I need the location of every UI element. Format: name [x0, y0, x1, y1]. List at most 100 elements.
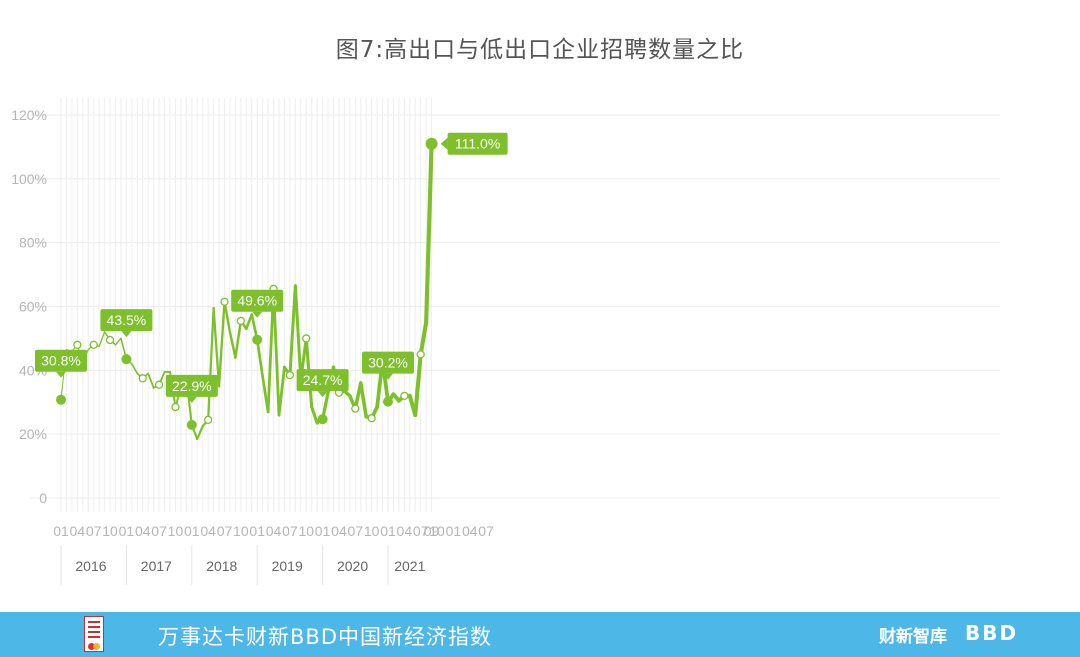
footer-title: 万事达卡财新BBD中国新经济指数: [158, 625, 492, 649]
x-tick-label: 10: [298, 523, 314, 539]
year-label: 2020: [337, 558, 368, 574]
y-tick-label: 80%: [19, 235, 47, 251]
series-line-segment: [207, 306, 215, 421]
x-tick-label: 01: [184, 523, 200, 539]
data-point-filled: [56, 394, 66, 405]
series-line-segment: [293, 284, 303, 382]
data-point: [171, 402, 180, 412]
data-point-filled: [121, 354, 132, 365]
data-point: [154, 380, 164, 389]
year-label: 2017: [141, 558, 172, 574]
x-tick-label: 01: [380, 523, 396, 539]
series-line-segment: [288, 284, 297, 377]
data-point-filled: [317, 414, 328, 425]
callout-pointer: [252, 311, 263, 318]
callout-pointer: [383, 373, 393, 380]
series-line-segment: [147, 372, 155, 389]
callout-label: 43.5%: [107, 312, 147, 328]
callout-pointer: [56, 371, 66, 378]
callout-label: 30.2%: [368, 355, 408, 371]
grid-layer: [30, 98, 1000, 512]
chart-title: 图7:高出口与低出口企业招聘数量之比: [335, 37, 745, 63]
data-label-callout: 22.9%: [165, 374, 218, 403]
y-tick-label: 100%: [11, 171, 47, 187]
data-point: [138, 374, 147, 383]
x-tick-label: 07: [478, 523, 494, 539]
data-point-filled: [252, 334, 263, 345]
x-tick-label: 09: [424, 523, 440, 539]
year-label: 2018: [206, 558, 237, 574]
x-tick-label: 07: [413, 523, 429, 539]
series-line-segment: [234, 319, 243, 359]
caixin-think-tank-logo: 财新智库: [879, 627, 947, 647]
series-line-segment: [196, 425, 204, 441]
series-line-segment: [418, 320, 429, 357]
callout-pointer: [440, 137, 448, 150]
series-line-segment: [212, 306, 221, 388]
series-line-segment: [358, 381, 368, 419]
data-label-callout: 111.0%: [440, 132, 508, 155]
x-tick-label: 07: [348, 523, 364, 539]
data-point: [285, 370, 295, 380]
x-tick-label: 01: [119, 523, 135, 539]
callout-label: 22.9%: [172, 378, 212, 394]
x-tick-label: 07: [86, 523, 102, 539]
data-point: [302, 334, 311, 343]
line-chart: 020%40%60%80%100%120%01 04 07 10 01 04 07 10 01 0…: [11, 98, 1000, 585]
x-tick-label: 07: [151, 523, 167, 539]
x-tick-label: 10: [168, 523, 184, 539]
series-line-segment: [245, 313, 254, 331]
data-label-callout: 24.7%: [296, 369, 349, 398]
series-line-segment: [217, 300, 226, 388]
data-point: [220, 297, 229, 306]
callout-box: [447, 132, 508, 155]
callout-box: [165, 374, 218, 397]
callout-box: [231, 289, 284, 312]
series-line-segment: [114, 337, 122, 346]
y-tick-label: 120%: [11, 107, 47, 123]
callout-label: 24.7%: [303, 372, 343, 388]
series-line-segment: [228, 330, 237, 359]
callout-box: [296, 369, 349, 392]
year-label: 2016: [75, 558, 106, 574]
data-label-callout: 49.6%: [231, 289, 284, 318]
series-line-segment: [255, 338, 264, 379]
data-point: [105, 335, 115, 345]
x-tick-label: 10: [364, 523, 380, 539]
x-tick-label: 04: [200, 523, 216, 539]
bbd-logo: BBD: [965, 621, 1019, 645]
data-point: [400, 391, 409, 401]
data-point-filled: [383, 396, 393, 407]
y-tick-label: 20%: [19, 426, 47, 442]
x-tick-label: 07: [217, 523, 233, 539]
callout-pointer: [186, 396, 197, 403]
callout-pointer: [317, 391, 328, 398]
year-label: 2021: [394, 558, 425, 574]
x-tick-label: 10: [233, 523, 249, 539]
x-tick-label: 07: [282, 523, 298, 539]
data-label-callout: 30.2%: [362, 351, 414, 380]
series-line-segment: [277, 365, 286, 417]
callout-label: 111.0%: [455, 136, 500, 152]
callout-box: [35, 349, 87, 372]
y-tick-label: 0: [39, 490, 47, 506]
x-tick-label: 01: [249, 523, 265, 539]
series-line-segment: [223, 300, 232, 334]
series-line-segment: [98, 331, 106, 348]
data-point: [351, 404, 360, 413]
callout-label: 49.6%: [237, 293, 277, 309]
marker-layer: [56, 137, 438, 430]
callout-box: [100, 309, 153, 332]
series-line-segment: [131, 363, 139, 375]
x-tick-label: 04: [331, 523, 347, 539]
data-label-callout: 43.5%: [100, 309, 153, 338]
data-point: [89, 340, 98, 349]
data-point-filled: [186, 419, 197, 430]
x-tick-label: 01: [53, 523, 69, 539]
x-tick-label: 01: [315, 523, 331, 539]
data-point: [367, 414, 376, 423]
data-label-callout: 30.8%: [35, 349, 87, 378]
series-line-segment: [310, 405, 319, 425]
data-point: [73, 340, 82, 349]
new-economy-index-logo-icon: [84, 616, 104, 652]
